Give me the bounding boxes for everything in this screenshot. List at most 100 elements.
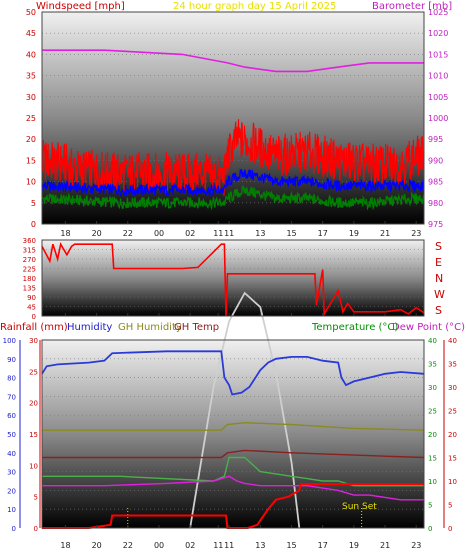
barometer-tick-label: 975: [428, 220, 443, 229]
barometer-tick-label: 980: [428, 199, 443, 208]
direction-tick-label: 90: [27, 294, 36, 302]
humidity-tick-label: 50: [7, 431, 16, 439]
compass-n: N: [435, 272, 443, 285]
humidity-legend: Humidity: [67, 322, 112, 333]
temperature-tick-label: 40: [428, 337, 437, 345]
windspeed-tick-label: 35: [26, 72, 36, 81]
barometer-line: [42, 49, 424, 73]
x-tick-label: 22: [123, 229, 133, 238]
x-tick-label: 13: [255, 541, 265, 550]
barometer-tick-label: 1025: [428, 8, 448, 17]
direction-tick-label: 270: [23, 256, 36, 264]
rainfall-tick-label: 25: [29, 368, 38, 376]
x-tick-label: 00: [154, 229, 164, 238]
direction-tick-label: 180: [23, 275, 36, 283]
windspeed-tick-label: 40: [26, 50, 36, 59]
dew-point-tick-label: 20: [448, 431, 457, 439]
humidity-tick-label: 100: [3, 337, 16, 345]
windspeed-tick-label: 30: [26, 93, 36, 102]
temperature-tick-label: 15: [428, 455, 437, 463]
x-tick-label: 22: [123, 541, 133, 550]
compass-e: E: [435, 256, 442, 269]
dew-point-tick-label: 5: [448, 502, 452, 510]
rainfall-tick-label: 20: [29, 400, 38, 408]
humidity-tick-label: 90: [7, 356, 16, 364]
windspeed-low-line: [41, 185, 425, 211]
windspeed-tick-label: 25: [26, 114, 36, 123]
humidity-tick-label: 60: [7, 412, 16, 420]
dew-point-axis-title: Dew Point (°C): [392, 322, 465, 333]
x-tick-label: 02: [185, 541, 195, 550]
direction-tick-label: 225: [23, 266, 36, 274]
barometer-tick-label: 1000: [428, 114, 448, 123]
temperature-tick-label: 0: [428, 525, 432, 533]
dew-point-tick-label: 25: [448, 408, 457, 416]
panel2-background: [42, 240, 424, 316]
x-tick-label: 20: [92, 229, 102, 238]
compass-s-top: S: [435, 240, 442, 253]
gh-humidity-line: [42, 421, 425, 431]
temperature-tick-label: 35: [428, 361, 437, 369]
x-tick-label: 23: [411, 229, 421, 238]
barometer-tick-label: 1010: [428, 72, 448, 81]
rainfall-tick-label: 5: [34, 494, 38, 502]
x-tick-label: 20: [92, 541, 102, 550]
direction-tick-label: 315: [23, 247, 36, 255]
x-tick-label: 21: [380, 229, 390, 238]
dew-point-tick-label: 0: [448, 525, 452, 533]
barometer-axis-title: Barometer [mb]: [372, 1, 452, 12]
x-tick-label: 21: [380, 541, 390, 550]
barometer-tick-label: 1005: [428, 93, 448, 102]
humidity-tick-label: 80: [7, 375, 16, 383]
rainfall-tick-label: 15: [29, 431, 38, 439]
x-tick-label: 15: [286, 541, 296, 550]
temperature-tick-label: 5: [428, 502, 432, 510]
dew-point-line: [42, 475, 424, 501]
compass-w: W: [434, 288, 445, 301]
windspeed-tick-label: 20: [26, 135, 36, 144]
humidity-line: [41, 350, 425, 396]
x-tick-label: 13: [255, 229, 265, 238]
dew-point-tick-label: 10: [448, 478, 457, 486]
barometer-tick-label: 985: [428, 178, 443, 187]
direction-tick-label: 45: [27, 304, 36, 312]
humidity-tick-label: 20: [7, 487, 16, 495]
x-tick-label: 18: [60, 229, 70, 238]
x-tick-label: 17: [318, 541, 328, 550]
rainfall-tick-label: 30: [29, 337, 38, 345]
panel1-frame: [41, 11, 425, 225]
x-tick-label: 11: [213, 229, 223, 238]
x-tick-label: 19: [349, 541, 359, 550]
sun-set-label: Sun Set: [342, 502, 377, 512]
direction-tick-label: 135: [23, 285, 36, 293]
windspeed-average-line: [41, 168, 425, 198]
humidity-tick-label: 40: [7, 450, 16, 458]
windspeed-tick-label: 0: [31, 220, 36, 229]
compass-s-bottom: S: [435, 304, 442, 317]
wind-direction-line: [41, 242, 425, 317]
direction-tick-label: 0: [32, 313, 36, 321]
dew-point-tick-label: 15: [448, 455, 457, 463]
windspeed-tick-label: 5: [31, 199, 36, 208]
x-tick-label: 11: [224, 229, 234, 238]
direction-tick-label: 360: [23, 237, 36, 245]
barometer-tick-label: 1020: [428, 29, 448, 38]
x-tick-label: 02: [185, 229, 195, 238]
windspeed-tick-label: 45: [26, 29, 36, 38]
temperature-tick-label: 10: [428, 478, 437, 486]
temperature-tick-label: 20: [428, 431, 437, 439]
humidity-tick-label: 10: [7, 506, 16, 514]
temperature-tick-label: 30: [428, 384, 437, 392]
windspeed-tick-label: 15: [26, 156, 36, 165]
barometer-tick-label: 995: [428, 135, 443, 144]
dew-point-tick-label: 40: [448, 337, 457, 345]
gh-temp-legend: GH Temp: [174, 322, 219, 333]
x-tick-label: 18: [60, 541, 70, 550]
panel3-frame: [41, 339, 425, 529]
rainfall-tick-label: 0: [34, 525, 38, 533]
x-tick-label: 17: [318, 229, 328, 238]
x-tick-label: 15: [286, 229, 296, 238]
rainfall-tick-label: 10: [29, 462, 38, 470]
windspeed-gust-line: [41, 119, 425, 196]
gh-temp-line: [42, 449, 425, 459]
